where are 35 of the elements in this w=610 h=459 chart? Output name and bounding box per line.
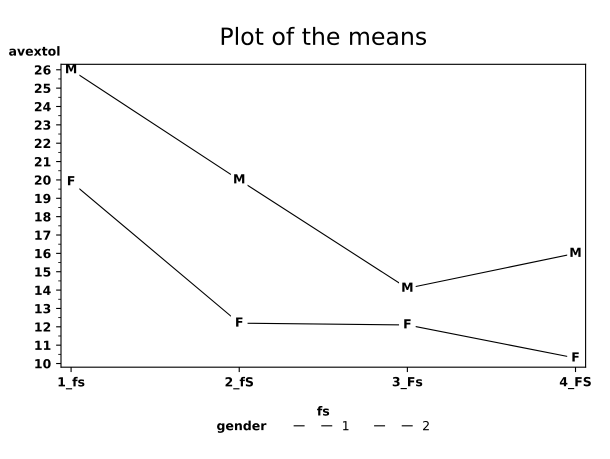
annotation: F bbox=[404, 319, 411, 328]
y-tick-label: 23 bbox=[34, 120, 50, 130]
x-tick-label: 4_FS bbox=[560, 376, 591, 390]
y-tick-label: 25 bbox=[34, 84, 50, 94]
y-tick-label: 22 bbox=[34, 138, 50, 148]
y-tick-label: 24 bbox=[34, 102, 51, 112]
x-tick-label: 2_fS bbox=[226, 376, 254, 390]
annotation: F bbox=[572, 352, 579, 362]
y-tick-label: 14 bbox=[35, 286, 51, 295]
y-tick-label: 20 bbox=[34, 175, 51, 185]
y-tick-label: 15 bbox=[35, 267, 50, 277]
chart-title: Plot of the means bbox=[222, 26, 426, 46]
x-tick-label: 1_fs bbox=[58, 376, 84, 390]
annotation: F bbox=[68, 176, 74, 186]
y-tick-label: 26 bbox=[34, 65, 51, 75]
y-tick-label: 18 bbox=[35, 212, 51, 222]
y-tick-label: 17 bbox=[35, 230, 50, 240]
x-tick-label: 3_Fs bbox=[392, 376, 422, 390]
y-tick-label: 19 bbox=[35, 194, 50, 204]
legend-label: 1 bbox=[343, 421, 348, 430]
annotation: M bbox=[66, 64, 76, 74]
legend-title: gender bbox=[217, 420, 266, 433]
annotation: F bbox=[236, 317, 242, 327]
legend-label: 2 bbox=[423, 420, 429, 430]
y-axis-title: avextol bbox=[9, 46, 60, 56]
y-tick-label: 16 bbox=[35, 248, 51, 258]
y-tick-label: 11 bbox=[35, 340, 50, 350]
y-tick-label: 12 bbox=[35, 322, 50, 332]
y-tick-label: 13 bbox=[35, 304, 50, 314]
annotation: M bbox=[234, 174, 244, 184]
y-tick-label: 10 bbox=[35, 359, 51, 368]
annotation: M bbox=[570, 248, 581, 257]
annotation: M bbox=[402, 282, 412, 292]
y-tick-label: 21 bbox=[34, 157, 50, 166]
x-axis-title: fs bbox=[317, 406, 330, 416]
